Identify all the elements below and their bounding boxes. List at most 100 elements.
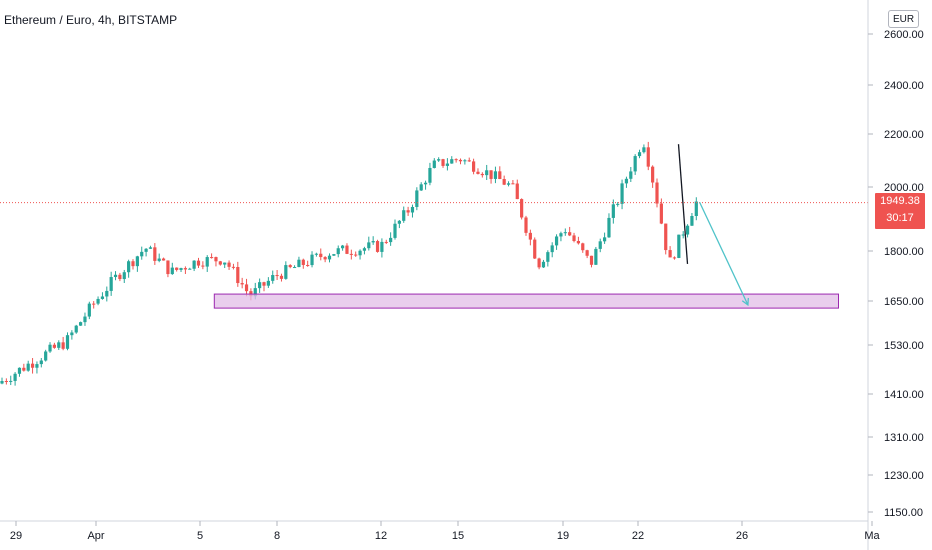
candle-body <box>598 241 602 249</box>
candle-body <box>161 258 166 261</box>
candle-body <box>437 159 441 161</box>
candle-body <box>157 258 161 261</box>
candle-body <box>336 248 340 255</box>
candle-body <box>546 252 550 262</box>
candle-body <box>441 159 445 166</box>
candle-body <box>585 250 589 256</box>
candle-body <box>192 260 196 269</box>
candle-body <box>506 183 511 185</box>
candle-body <box>603 237 607 242</box>
candle-body <box>633 156 637 172</box>
candle-body <box>292 267 297 269</box>
candle-body <box>118 274 122 280</box>
candle-body <box>445 163 449 166</box>
y-tick-label: 1150.00 <box>884 507 923 519</box>
candle-body <box>672 257 677 259</box>
candle-body <box>594 248 598 265</box>
candle-body <box>301 259 305 265</box>
candle-body <box>384 241 388 243</box>
candle-body <box>493 171 498 179</box>
candle-body <box>511 183 515 185</box>
candle-body <box>170 267 174 275</box>
price-axis[interactable]: 2600.00 2400.00 2200.00 2000.00 1800.00 1650.… <box>868 29 924 519</box>
candle-body <box>266 280 270 286</box>
candle-body <box>44 351 48 361</box>
candle-body <box>39 360 43 365</box>
candle-body <box>327 255 332 260</box>
candle-body <box>572 235 576 241</box>
x-tick-label: 22 <box>632 530 644 542</box>
candle-body <box>480 173 484 176</box>
candle-body <box>244 284 249 292</box>
candle-body <box>415 190 419 207</box>
candle-body <box>655 182 659 204</box>
candle-body <box>297 259 301 268</box>
candle-body <box>651 166 655 183</box>
candle-body <box>389 237 393 243</box>
candle-body <box>371 241 375 243</box>
candle-body <box>144 248 148 252</box>
candle-body <box>288 265 292 268</box>
y-tick-label: 2400.00 <box>884 80 924 92</box>
candle-body <box>476 171 480 174</box>
candle-body <box>568 232 572 236</box>
x-tick-label: 26 <box>736 530 748 542</box>
drawn-trend-line[interactable] <box>677 144 689 264</box>
candle-body <box>611 204 615 218</box>
support-zone[interactable] <box>213 293 840 309</box>
candle-body <box>201 265 205 267</box>
candle-body <box>467 160 471 162</box>
x-tick-label: 29 <box>10 530 22 542</box>
candle-body <box>79 322 83 326</box>
currency-button[interactable]: EUR <box>888 10 919 28</box>
candle-body <box>35 364 39 368</box>
candle-body <box>520 199 524 218</box>
candle-body <box>0 380 4 384</box>
candle-body <box>17 367 22 374</box>
candle-body <box>607 217 611 238</box>
candle-body <box>127 261 131 273</box>
candle-body <box>362 248 367 251</box>
time-axis[interactable]: 29 Apr 5 8 12 15 19 22 26 Ma <box>10 521 881 542</box>
candle-body <box>57 342 61 348</box>
candle-body <box>214 257 218 262</box>
candle-body <box>349 253 353 255</box>
candle-body <box>354 254 358 256</box>
candle-body <box>554 236 559 246</box>
candle-body <box>668 250 672 258</box>
candle-body <box>550 245 554 253</box>
candle-body <box>616 203 620 205</box>
x-tick-label: Apr <box>87 530 104 542</box>
projection-arrow[interactable] <box>699 202 749 306</box>
candle-body <box>624 178 629 184</box>
candle-body <box>306 264 310 266</box>
candle-body <box>196 260 201 266</box>
candle-body <box>135 256 139 267</box>
candle-body <box>393 223 397 238</box>
candle-body <box>528 232 532 240</box>
candle-body <box>310 254 314 266</box>
y-tick-label: 1410.00 <box>884 389 924 401</box>
candle-body <box>642 147 646 153</box>
candle-body <box>65 335 70 349</box>
candle-body <box>637 152 642 157</box>
candle-body <box>450 159 454 164</box>
candle-body <box>262 282 266 286</box>
candle-body <box>419 184 423 191</box>
candle-body <box>240 283 244 285</box>
candles-layer <box>0 141 698 386</box>
candle-body <box>279 275 284 279</box>
candle-body <box>380 241 384 252</box>
candle-body <box>253 288 257 297</box>
candle-body <box>179 268 183 270</box>
candle-body <box>74 325 78 333</box>
candle-body <box>87 303 91 317</box>
candle-body <box>236 267 240 284</box>
candle-body <box>664 223 668 251</box>
candle-body <box>375 241 380 252</box>
current-price-value: 1949.38 <box>880 195 920 207</box>
candle-body <box>52 344 56 348</box>
candle-body <box>92 303 96 305</box>
candle-body <box>100 296 105 299</box>
